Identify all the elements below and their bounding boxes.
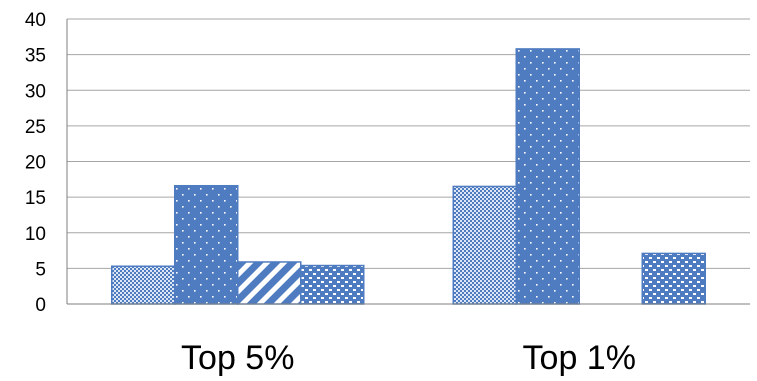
bar-top-1--series-1 <box>452 185 517 305</box>
x-category-label-2: Top 1% <box>523 339 636 377</box>
y-tick-label-5: 5 <box>35 259 46 280</box>
y-axis-tick-labels: 0 5 10 15 20 25 30 35 40 <box>25 10 46 316</box>
y-tick-label-35: 35 <box>25 46 46 67</box>
axes <box>66 19 750 305</box>
bar-top-5--series-3 <box>237 261 302 305</box>
y-tick-label-15: 15 <box>25 188 46 209</box>
y-tick-label-30: 30 <box>25 81 46 102</box>
bar-top-1--series-4 <box>641 252 706 305</box>
y-tick-label-10: 10 <box>25 224 46 245</box>
bar-top-5--series-4 <box>300 264 365 305</box>
y-tick-label-40: 40 <box>25 10 46 31</box>
x-category-label-1: Top 5% <box>181 339 294 377</box>
y-tick-label-25: 25 <box>25 117 46 138</box>
gridlines <box>67 18 750 269</box>
bars <box>111 48 706 305</box>
bar-top-1--series-2 <box>515 48 580 305</box>
y-tick-label-0: 0 <box>35 295 46 316</box>
bar-top-5--series-2 <box>174 184 239 305</box>
bar-top-5--series-1 <box>111 265 176 305</box>
x-axis-category-labels: Top 5% Top 1% <box>181 339 636 377</box>
y-tick-label-20: 20 <box>25 153 46 174</box>
